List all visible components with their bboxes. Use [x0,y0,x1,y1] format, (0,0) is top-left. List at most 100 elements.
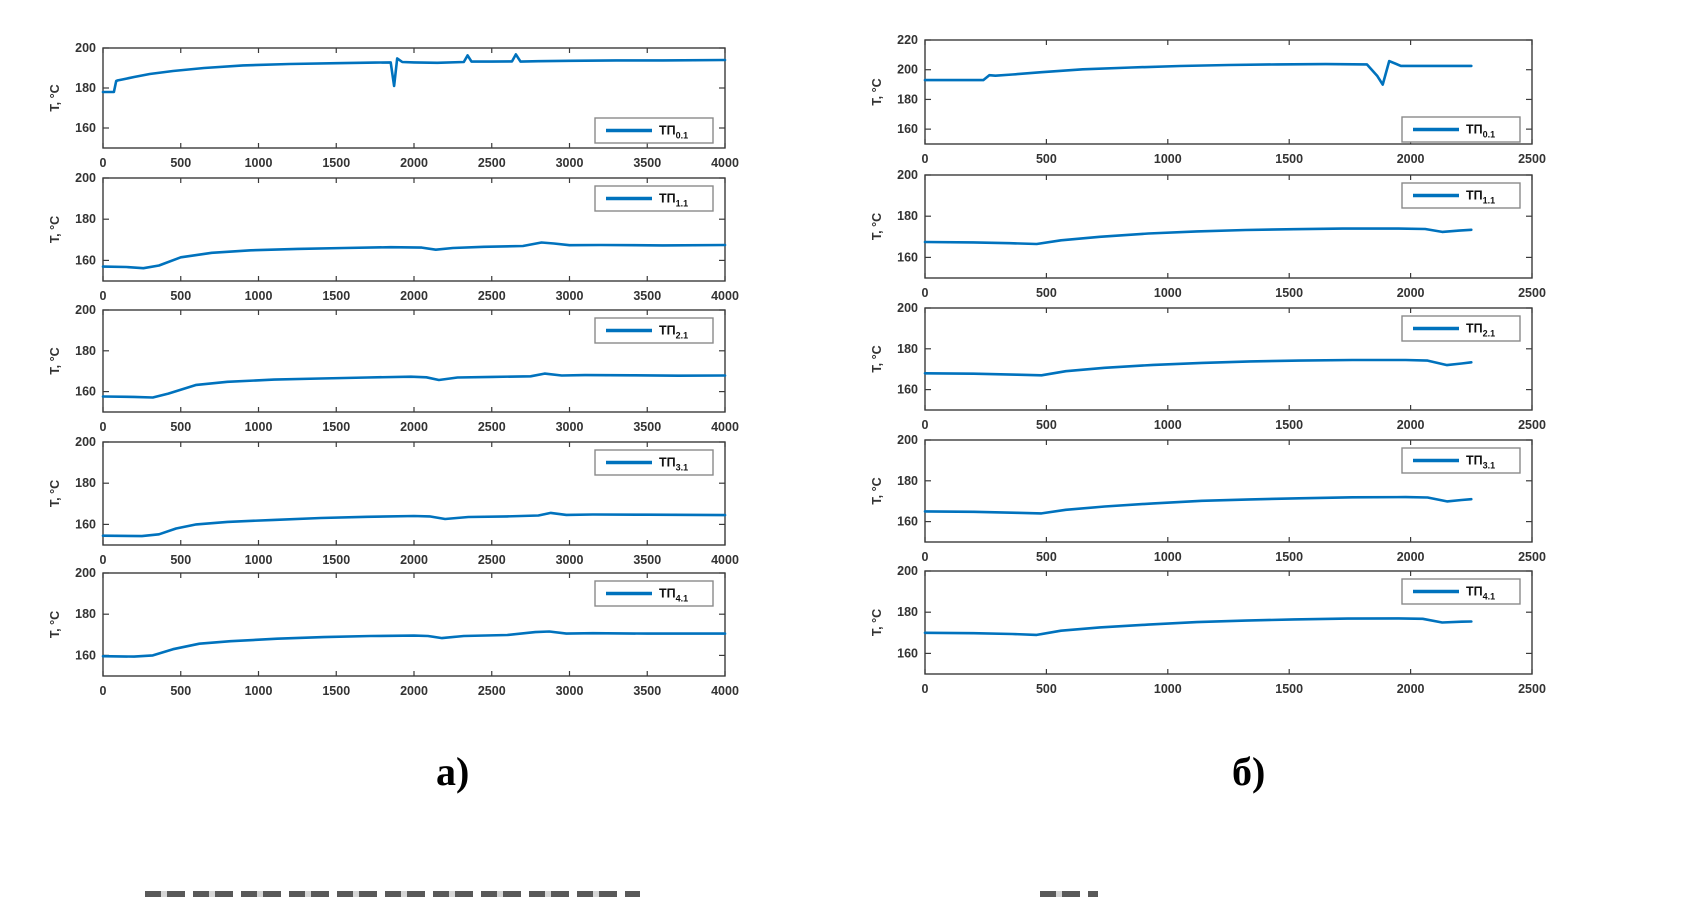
y-tick-label: 200 [75,566,96,580]
x-tick-label: 2000 [400,684,428,698]
x-tick-label: 1000 [245,289,273,303]
data-line [101,511,727,538]
x-tick-label: 500 [170,684,191,698]
y-tick-label: 160 [75,253,96,267]
x-tick-label: 500 [1036,682,1057,696]
x-tick-label: 4000 [711,684,739,698]
x-tick-label: 1500 [322,156,350,170]
x-tick-label: 4000 [711,156,739,170]
x-tick-label: 1500 [1275,418,1303,432]
x-tick-label: 500 [170,420,191,434]
subplot-a-3.1: 0 500 1000 1500 2000 2500 3000 3500 4000 160 180 20… [48,435,739,567]
x-tick-label: 2500 [1518,682,1546,696]
y-tick-label: 200 [897,301,918,315]
x-tick-label: 1000 [1154,418,1182,432]
figure-label-a: а) [436,749,470,794]
data-line [923,495,1473,515]
data-line [923,59,1473,86]
data-line [101,372,727,399]
y-tick-label: 200 [897,63,918,77]
x-tick-label: 1000 [245,553,273,567]
x-tick-label: 0 [100,156,107,170]
caption-cutoff-right [1040,891,1098,897]
x-tick-label: 4000 [711,289,739,303]
x-tick-label: 2500 [478,289,506,303]
x-tick-label: 500 [1036,152,1057,166]
x-tick-label: 500 [170,553,191,567]
x-tick-label: 3000 [556,289,584,303]
y-tick-label: 180 [75,607,96,621]
y-axis-label: T, °C [48,84,62,111]
y-tick-label: 200 [75,435,96,449]
x-tick-label: 3500 [633,420,661,434]
x-tick-label: 2000 [1397,550,1425,564]
data-line [101,241,727,270]
y-axis-label: T, °C [870,609,884,636]
x-tick-label: 3500 [633,289,661,303]
y-tick-label: 180 [897,605,918,619]
y-axis-label: T, °C [870,213,884,240]
x-tick-label: 1500 [322,553,350,567]
data-line [101,53,727,94]
x-tick-label: 2000 [400,420,428,434]
legend-box [594,580,714,607]
x-tick-label: 500 [1036,286,1057,300]
data-line [101,630,727,658]
y-tick-label: 200 [897,564,918,578]
x-tick-label: 1000 [1154,152,1182,166]
x-tick-label: 2000 [1397,418,1425,432]
x-tick-label: 0 [100,289,107,303]
y-axis-label: T, °C [870,345,884,372]
y-tick-label: 180 [75,81,96,95]
y-axis-label: T, °C [48,611,62,638]
y-tick-label: 160 [75,517,96,531]
y-tick-label: 160 [75,121,96,135]
x-tick-label: 3000 [556,420,584,434]
legend-box [1401,578,1521,605]
x-tick-label: 0 [922,152,929,166]
subplot-a-0.1: 0 500 1000 1500 2000 2500 3000 3500 4000 160 180 20… [48,41,739,170]
x-tick-label: 1500 [1275,682,1303,696]
y-tick-label: 200 [75,41,96,55]
y-axis-label: T, °C [870,78,884,105]
subplot-a-4.1: 0 500 1000 1500 2000 2500 3000 3500 4000 160 180 20… [48,566,739,698]
x-tick-label: 2000 [400,156,428,170]
x-tick-label: 1500 [322,420,350,434]
y-tick-label: 180 [897,342,918,356]
legend-box [594,117,714,144]
x-tick-label: 4000 [711,420,739,434]
x-tick-label: 3500 [633,684,661,698]
y-axis-label: T, °C [870,477,884,504]
y-tick-label: 180 [75,476,96,490]
y-tick-label: 200 [75,171,96,185]
x-tick-label: 2500 [1518,418,1546,432]
y-tick-label: 160 [897,250,918,264]
x-tick-label: 3000 [556,156,584,170]
y-tick-label: 160 [75,648,96,662]
x-tick-label: 2000 [1397,286,1425,300]
x-tick-label: 4000 [711,553,739,567]
y-tick-label: 180 [897,92,918,106]
y-tick-label: 160 [897,646,918,660]
x-tick-label: 3500 [633,156,661,170]
x-tick-label: 500 [1036,418,1057,432]
y-tick-label: 160 [75,385,96,399]
figure-label-b: б) [1232,749,1266,794]
x-tick-label: 2500 [478,420,506,434]
y-axis-label: T, °C [48,216,62,243]
x-tick-label: 1500 [322,289,350,303]
x-tick-label: 1500 [1275,286,1303,300]
data-line [923,617,1473,637]
x-tick-label: 2000 [400,289,428,303]
x-tick-label: 1500 [1275,152,1303,166]
x-tick-label: 2500 [478,684,506,698]
x-tick-label: 1000 [245,684,273,698]
x-tick-label: 3000 [556,553,584,567]
legend-box [1401,182,1521,209]
y-tick-label: 180 [75,212,96,226]
